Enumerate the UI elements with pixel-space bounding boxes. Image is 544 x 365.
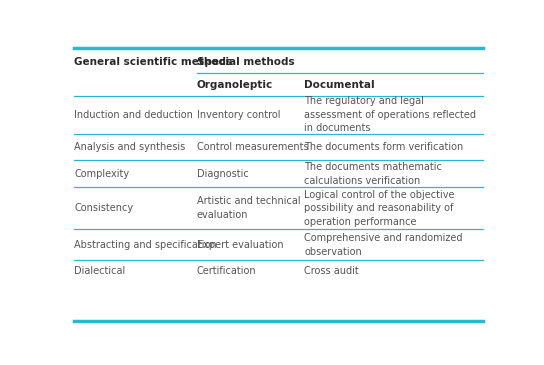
Text: The documents mathematic
calculations verification: The documents mathematic calculations ve…: [304, 162, 442, 185]
Text: Induction and deduction: Induction and deduction: [75, 110, 193, 120]
Text: Control measurements: Control measurements: [196, 142, 308, 152]
Text: Artistic and technical
evaluation: Artistic and technical evaluation: [196, 196, 300, 220]
Text: Expert evaluation: Expert evaluation: [196, 240, 283, 250]
Text: The documents form verification: The documents form verification: [304, 142, 463, 152]
Text: Special methods: Special methods: [196, 57, 294, 67]
Text: Documental: Documental: [304, 80, 375, 89]
Text: Cross audit: Cross audit: [304, 266, 359, 276]
Text: Certification: Certification: [196, 266, 256, 276]
Text: Abstracting and specification: Abstracting and specification: [75, 240, 217, 250]
Text: Inventory control: Inventory control: [196, 110, 280, 120]
Text: General scientific methods: General scientific methods: [75, 57, 232, 67]
Text: Dialectical: Dialectical: [75, 266, 126, 276]
Text: Consistency: Consistency: [75, 203, 133, 213]
Text: Comprehensive and randomized
observation: Comprehensive and randomized observation: [304, 233, 462, 257]
Text: Logical control of the objective
possibility and reasonability of
operation perf: Logical control of the objective possibi…: [304, 189, 455, 227]
Text: Diagnostic: Diagnostic: [196, 169, 249, 179]
Text: The regulatory and legal
assessment of operations reflected
in documents: The regulatory and legal assessment of o…: [304, 96, 476, 133]
Text: Organoleptic: Organoleptic: [196, 80, 273, 89]
Text: Analysis and synthesis: Analysis and synthesis: [75, 142, 186, 152]
Text: Complexity: Complexity: [75, 169, 129, 179]
